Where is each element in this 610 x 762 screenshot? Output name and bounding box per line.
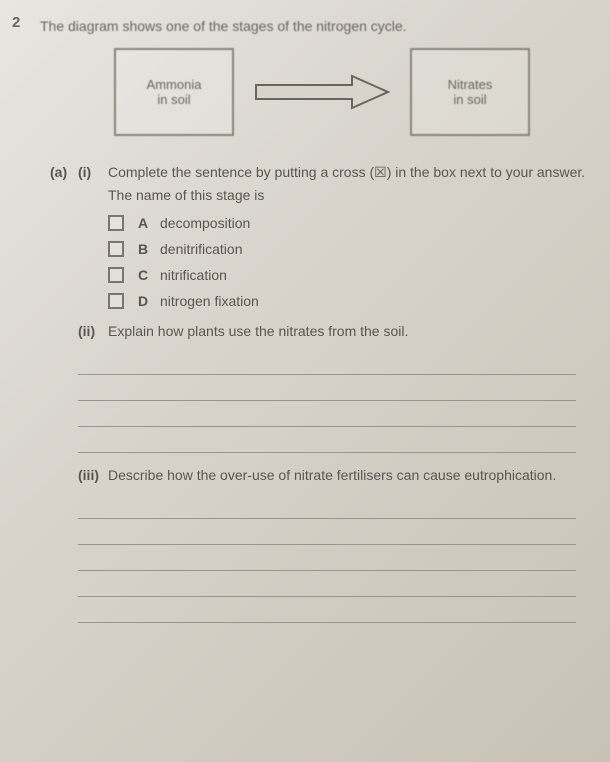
subpart-label: (ii): [78, 323, 108, 339]
part-label: (a): [50, 164, 78, 181]
part-a-ii: (ii) Explain how plants use the nitrates…: [78, 323, 586, 339]
option-text: nitrogen fixation: [160, 293, 259, 309]
diagram-box-left: Ammonia in soil: [114, 48, 234, 136]
diagram-box-left-text: Ammonia in soil: [147, 77, 202, 107]
diagram-box-right: Nitrates in soil: [410, 48, 530, 136]
option-row: D nitrogen fixation: [108, 293, 586, 309]
checkbox[interactable]: [108, 293, 124, 309]
subpart-label: (i): [78, 164, 108, 181]
part-a-i-stem: The name of this stage is: [108, 187, 586, 203]
part-a-iii-prompt: Describe how the over-use of nitrate fer…: [108, 467, 586, 483]
checkbox[interactable]: [108, 215, 124, 231]
write-line[interactable]: [78, 375, 576, 401]
option-text: denitrification: [160, 241, 243, 257]
subpart-label: (iii): [78, 467, 108, 483]
option-row: C nitrification: [108, 267, 586, 283]
part-a-i: (a) (i) Complete the sentence by putting…: [50, 164, 586, 181]
write-line[interactable]: [78, 519, 576, 545]
write-line[interactable]: [78, 427, 576, 453]
option-text: nitrification: [160, 267, 227, 283]
write-line[interactable]: [78, 545, 576, 571]
diagram-box-right-text: Nitrates in soil: [448, 77, 493, 107]
option-letter: C: [138, 267, 160, 283]
part-a-iii: (iii) Describe how the over-use of nitra…: [78, 467, 586, 483]
checkbox[interactable]: [108, 241, 124, 257]
part-a-i-prompt: Complete the sentence by putting a cross…: [108, 164, 586, 181]
answer-lines-iii: [78, 493, 576, 623]
options-list: A decomposition B denitrification C nitr…: [108, 215, 586, 309]
diagram: Ammonia in soil Nitrates in soil: [58, 48, 586, 136]
write-line[interactable]: [78, 597, 576, 623]
write-line[interactable]: [78, 401, 576, 427]
option-text: decomposition: [160, 215, 250, 231]
answer-lines-ii: [78, 349, 576, 453]
write-line[interactable]: [78, 493, 576, 519]
option-letter: D: [138, 293, 160, 309]
checkbox[interactable]: [108, 267, 124, 283]
write-line[interactable]: [78, 349, 576, 375]
option-letter: B: [138, 241, 160, 257]
intro-text: The diagram shows one of the stages of t…: [40, 18, 586, 34]
option-row: A decomposition: [108, 215, 586, 231]
write-line[interactable]: [78, 571, 576, 597]
option-letter: A: [138, 215, 160, 231]
option-row: B denitrification: [108, 241, 586, 257]
arrow-icon: [252, 72, 392, 112]
part-a-ii-prompt: Explain how plants use the nitrates from…: [108, 323, 586, 339]
question-number: 2: [12, 14, 20, 31]
